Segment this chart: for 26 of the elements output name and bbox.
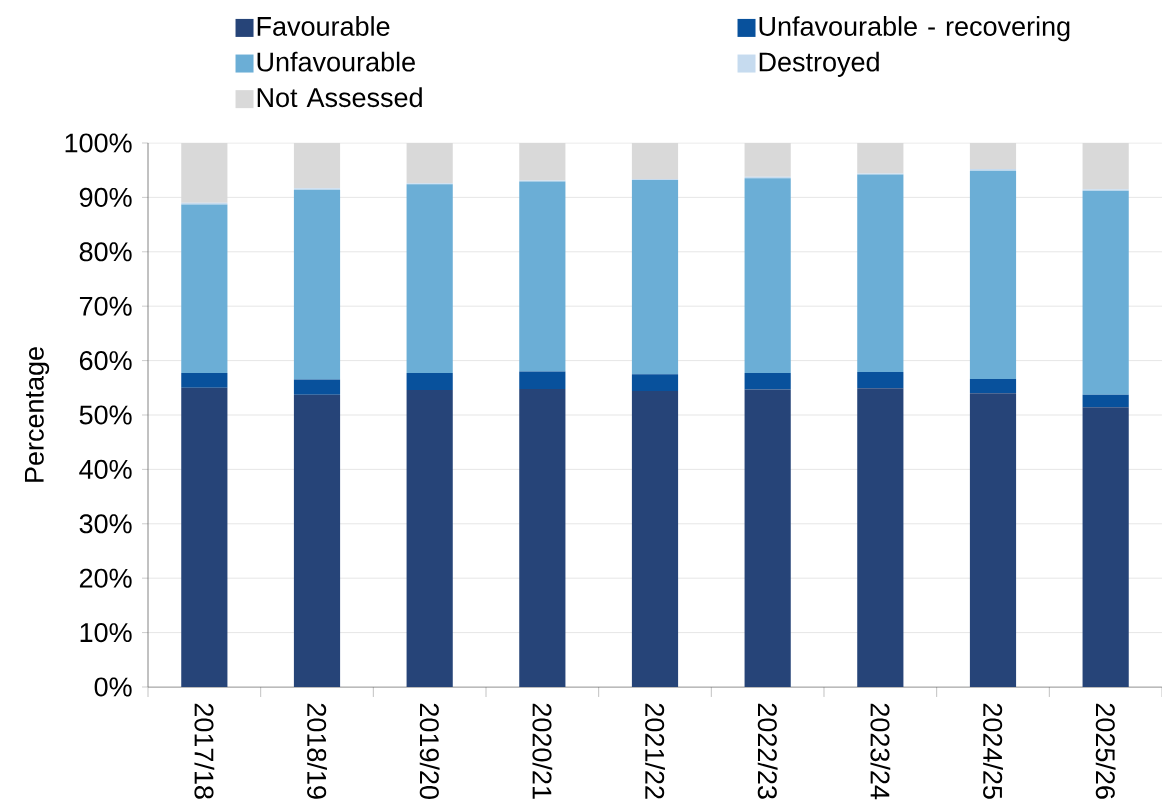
legend-label: Unfavourable bbox=[257, 51, 415, 72]
legend-label: Destroyed bbox=[759, 51, 879, 77]
y-tick-label: 90% bbox=[79, 187, 132, 207]
x-tick-label: 2017/18 bbox=[194, 703, 215, 799]
y-tick-label: 20% bbox=[79, 568, 132, 588]
y-tick-label: 10% bbox=[80, 623, 132, 643]
x-tick-label: 2024/25 bbox=[983, 703, 1003, 799]
x-tick-label: 2021/22 bbox=[645, 703, 665, 799]
y-tick-label: 70% bbox=[79, 296, 132, 316]
x-tick-label: 2025/26 bbox=[1095, 703, 1116, 799]
y-tick-label: 60% bbox=[79, 351, 132, 371]
legend-label: Favourable bbox=[257, 16, 390, 36]
y-tick-label: 30% bbox=[79, 514, 132, 534]
x-tick-label: 2022/23 bbox=[757, 703, 778, 799]
y-tick-label: 40% bbox=[79, 459, 132, 479]
legend-label: Not Assessed bbox=[257, 87, 422, 108]
x-tick-label: 2023/24 bbox=[870, 703, 891, 800]
legend-label: Unfavourable - recovering bbox=[759, 16, 1070, 42]
x-tick-label: 2018/19 bbox=[307, 703, 327, 799]
y-axis-title: Percentage bbox=[24, 347, 50, 482]
y-tick-label: 50% bbox=[79, 405, 132, 425]
y-tick-label: 80% bbox=[79, 242, 132, 262]
x-tick-label: 2019/20 bbox=[419, 703, 440, 799]
y-tick-label: 100% bbox=[65, 133, 132, 153]
y-tick-label: 0% bbox=[94, 677, 132, 697]
x-tick-label: 2020/21 bbox=[532, 703, 553, 799]
